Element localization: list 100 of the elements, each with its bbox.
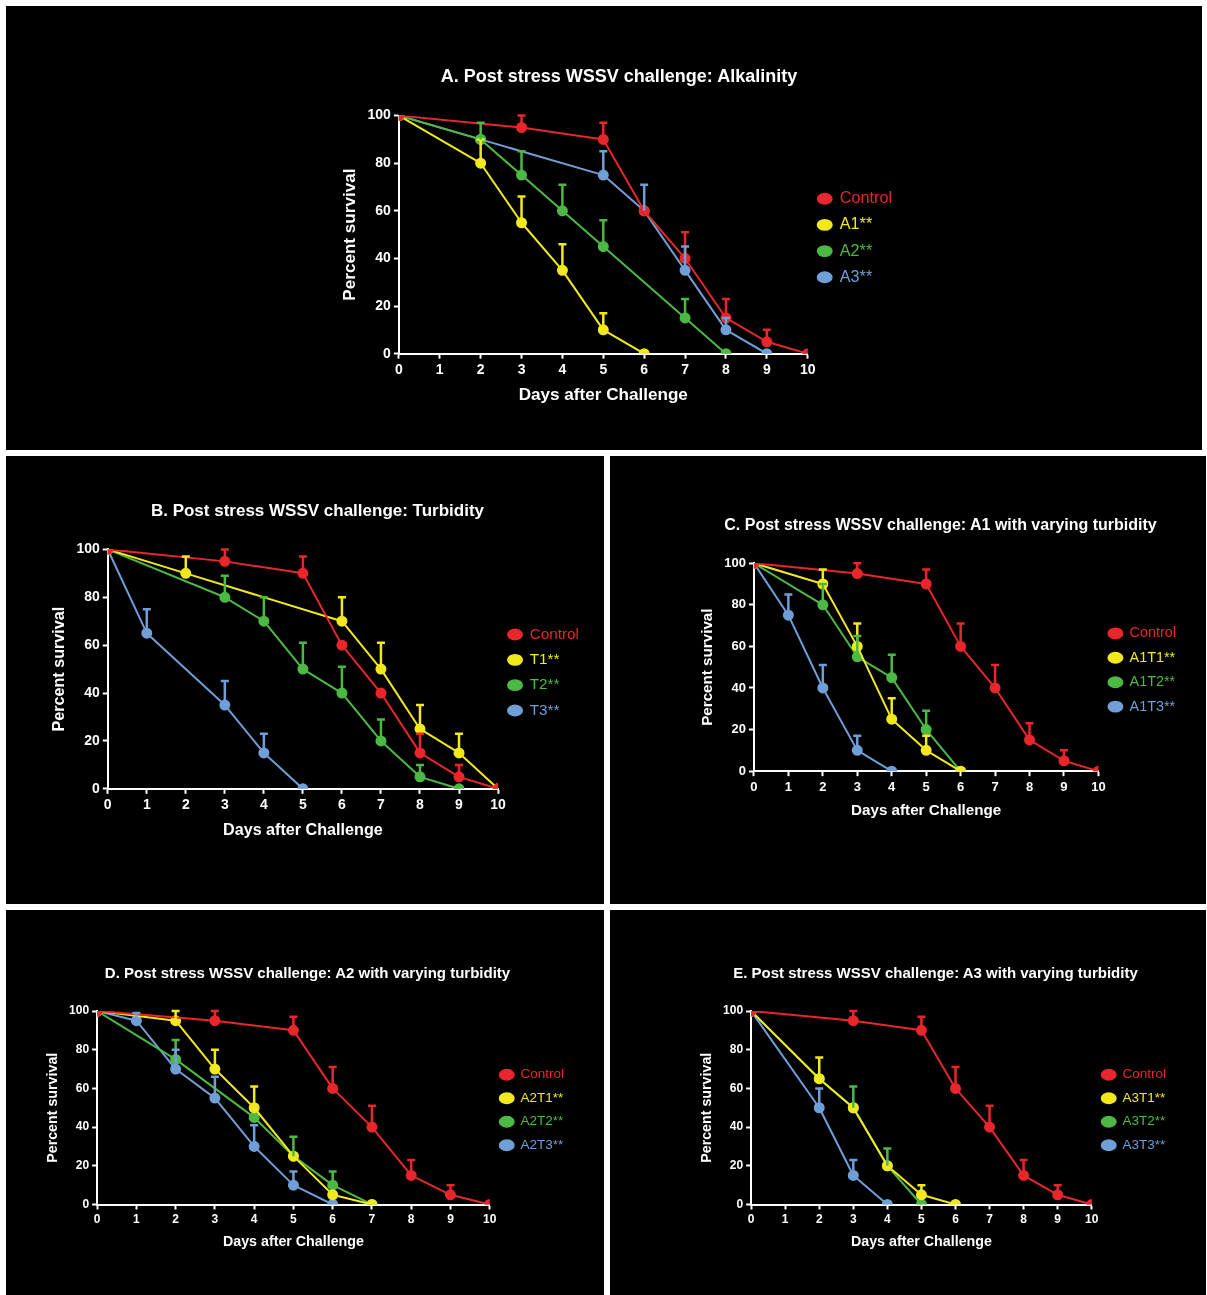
legend-label: Control <box>529 624 579 642</box>
point <box>297 567 309 579</box>
y-axis-title: Percent survival <box>698 608 716 726</box>
chart-title: D. Post stress WSSV challenge: A2 with varying turbidity <box>104 964 511 982</box>
x-tick-label: 9 <box>1054 1212 1062 1227</box>
chart-title: E. Post stress WSSV challenge: A3 with varying turbidity <box>733 964 1139 982</box>
x-tick-label: 8 <box>1025 778 1034 794</box>
y-tick-label: 100 <box>76 540 100 557</box>
x-tick-label: 1 <box>133 1212 141 1227</box>
point <box>375 687 387 699</box>
x-tick-label: 4 <box>558 360 567 377</box>
x-axis-title: Days after Challenge <box>223 819 383 838</box>
x-tick-label: 7 <box>377 796 386 813</box>
y-tick-label: 20 <box>729 1158 744 1173</box>
x-tick-label: 5 <box>290 1212 298 1227</box>
point <box>219 591 231 603</box>
chart-title: C. Post stress WSSV challenge: A1 with varying turbidity <box>724 516 1157 534</box>
point <box>920 744 932 756</box>
y-tick-label: 60 <box>84 636 100 653</box>
legend-label: Control <box>520 1066 565 1082</box>
legend-label: A3T1** <box>1122 1089 1166 1105</box>
point <box>258 615 270 627</box>
x-tick-label: 6 <box>640 360 649 377</box>
point <box>248 1140 260 1152</box>
point <box>141 627 153 639</box>
y-tick-label: 40 <box>75 1119 90 1134</box>
x-tick-label: 6 <box>329 1212 337 1227</box>
x-axis-title: Days after Challenge <box>518 385 688 405</box>
x-tick-label: 4 <box>250 1212 258 1227</box>
x-tick-label: 2 <box>476 360 485 377</box>
y-tick-label: 0 <box>736 1196 744 1211</box>
x-tick-label: 6 <box>952 1212 960 1227</box>
x-tick-label: 3 <box>849 1212 857 1227</box>
x-tick-label: 4 <box>888 778 897 794</box>
legend-label: Control <box>839 188 892 207</box>
point <box>336 639 348 651</box>
y-tick-label: 20 <box>731 721 746 737</box>
y-axis-title: Percent survival <box>698 1052 715 1163</box>
x-tick-label: 0 <box>750 778 758 794</box>
legend-label: T2** <box>529 675 560 693</box>
point <box>405 1169 417 1181</box>
x-tick-label: 3 <box>220 796 229 813</box>
x-tick-label: 10 <box>799 360 816 377</box>
x-tick-label: 10 <box>483 1212 497 1227</box>
x-tick-label: 8 <box>1020 1212 1028 1227</box>
legend-label: A1** <box>839 214 873 233</box>
legend-label: A2T2** <box>520 1113 564 1129</box>
legend-label: Control <box>1129 624 1176 641</box>
point <box>219 555 231 567</box>
legend-label: A1T2** <box>1129 673 1176 690</box>
y-tick-label: 100 <box>723 1003 744 1018</box>
y-tick-label: 100 <box>367 106 392 123</box>
legend-label: Control <box>1122 1066 1167 1082</box>
y-tick-label: 80 <box>729 1042 744 1057</box>
x-tick-label: 5 <box>918 1212 926 1227</box>
x-tick-label: 5 <box>922 778 930 794</box>
y-tick-label: 100 <box>69 1003 90 1018</box>
legend-label: A3T2** <box>1122 1113 1166 1129</box>
x-tick-label: 7 <box>991 778 999 794</box>
x-tick-label: 10 <box>490 796 507 813</box>
y-tick-label: 40 <box>729 1119 744 1134</box>
x-tick-label: 1 <box>784 778 792 794</box>
x-tick-label: 4 <box>884 1212 892 1227</box>
legend-label: A2T3** <box>520 1136 564 1152</box>
y-tick-label: 80 <box>731 596 746 612</box>
legend-label: A1T3** <box>1129 697 1176 714</box>
x-tick-label: 7 <box>986 1212 994 1227</box>
x-tick-label: 9 <box>1060 778 1068 794</box>
x-tick-label: 10 <box>1085 1212 1099 1227</box>
y-tick-label: 0 <box>738 762 746 778</box>
x-tick-label: 3 <box>517 360 526 377</box>
y-tick-label: 60 <box>731 637 746 653</box>
legend-label: A3T3** <box>1122 1136 1166 1152</box>
y-tick-label: 100 <box>724 554 746 570</box>
y-tick-label: 60 <box>75 1080 90 1095</box>
x-tick-label: 6 <box>338 796 347 813</box>
x-tick-label: 2 <box>172 1212 180 1227</box>
point <box>327 1189 339 1201</box>
x-tick-label: 1 <box>781 1212 789 1227</box>
legend-label: A2T1** <box>520 1089 564 1105</box>
x-tick-label: 8 <box>407 1212 415 1227</box>
x-tick-label: 8 <box>722 360 731 377</box>
chart-title: B. Post stress WSSV challenge: Turbidity <box>150 500 485 520</box>
y-tick-label: 0 <box>82 1196 90 1211</box>
x-tick-label: 3 <box>211 1212 219 1227</box>
x-tick-label: 7 <box>368 1212 376 1227</box>
chart-title: A. Post stress WSSV challenge: Alkalinity <box>440 65 798 86</box>
x-tick-label: 1 <box>435 360 444 377</box>
y-tick-label: 80 <box>84 588 100 605</box>
y-axis-title: Percent survival <box>339 168 359 301</box>
legend-label: A2** <box>839 240 873 259</box>
x-axis-title: Days after Challenge <box>222 1233 364 1250</box>
x-tick-label: 2 <box>815 1212 823 1227</box>
x-tick-label: 5 <box>599 360 608 377</box>
x-tick-label: 9 <box>455 796 464 813</box>
x-tick-label: 9 <box>447 1212 455 1227</box>
x-tick-label: 9 <box>762 360 771 377</box>
y-axis-title: Percent survival <box>49 606 68 732</box>
x-tick-label: 1 <box>142 796 151 813</box>
x-tick-label: 6 <box>957 778 965 794</box>
